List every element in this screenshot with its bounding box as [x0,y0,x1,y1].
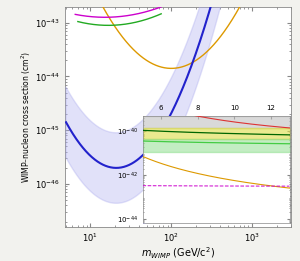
Y-axis label: WIMP–nucleon cross section (cm$^2$): WIMP–nucleon cross section (cm$^2$) [20,51,33,183]
X-axis label: $m_{WIMP}$ (GeV/c$^2$): $m_{WIMP}$ (GeV/c$^2$) [141,246,215,261]
